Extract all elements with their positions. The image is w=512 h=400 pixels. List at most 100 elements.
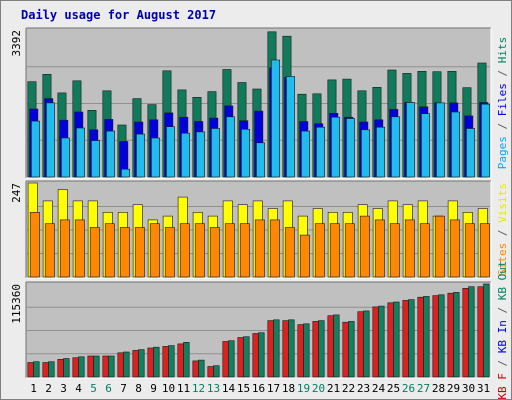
day-label-8: 8	[135, 382, 142, 395]
pages-bar-day-28	[436, 102, 445, 178]
day-label-14: 14	[222, 382, 236, 395]
kb-out-bar-day-20	[318, 320, 325, 378]
kb-out-bar-day-2	[48, 361, 55, 378]
day-label-2: 2	[45, 382, 52, 395]
sites-bar-day-11	[179, 223, 190, 278]
day-label-29: 29	[447, 382, 460, 395]
kb-f-bar-day-26	[402, 300, 409, 378]
kb-out-bar-day-31	[483, 283, 490, 378]
kb-f-bar-day-28	[432, 295, 439, 378]
sites-bar-day-6	[104, 223, 115, 278]
pages-bar-day-5	[91, 140, 101, 178]
pages-bar-day-7	[121, 168, 131, 178]
top-side-legend: Pages / Files / Hits	[496, 37, 509, 170]
pages-bar-day-19	[301, 130, 310, 178]
pages-bar-day-18	[286, 76, 295, 178]
sites-bar-day-12	[194, 223, 205, 278]
sites-bar-day-25	[389, 223, 400, 278]
kb-out-bar-day-22	[348, 321, 355, 378]
pages-bar-day-6	[106, 130, 116, 178]
pages-bar-day-29	[451, 111, 460, 178]
sites-bar-day-18	[284, 227, 295, 278]
sites-bar-day-8	[134, 227, 145, 278]
bottom-max-value-label: 115360	[10, 284, 23, 324]
kb-out-bar-day-11	[183, 341, 190, 378]
pages-bar-day-12	[196, 131, 205, 178]
kb-out-bar-day-8	[138, 349, 145, 378]
day-label-23: 23	[357, 382, 370, 395]
middle-panel: 247 Sites / Visits	[10, 180, 509, 279]
kb-out-bar-day-18	[288, 319, 295, 378]
pages-bar-day-15	[241, 129, 250, 178]
kb-f-bar-day-12	[192, 360, 199, 378]
sites-bar-day-10	[164, 227, 175, 278]
legend-entry: Visits	[496, 183, 509, 223]
pages-bar-day-13	[211, 128, 220, 178]
legend-entry: /	[496, 300, 509, 320]
pages-bar-day-20	[316, 126, 325, 178]
pages-bar-day-31	[481, 103, 490, 178]
kb-out-bar-day-23	[363, 310, 370, 378]
day-label-20: 20	[312, 382, 325, 395]
chart-title: Daily usage for August 2017	[21, 8, 217, 22]
kb-out-bar-day-6	[108, 355, 115, 378]
kb-f-bar-day-23	[357, 311, 364, 378]
pages-bar-day-24	[376, 126, 385, 178]
day-label-27: 27	[417, 382, 430, 395]
pages-bar-day-8	[136, 133, 145, 178]
kb-f-bar-day-17	[267, 320, 274, 378]
legend-entry: /	[496, 116, 509, 136]
sites-bar-day-19	[299, 234, 310, 278]
kb-out-bar-day-21	[333, 314, 340, 378]
kb-out-bar-day-16	[258, 332, 265, 378]
pages-bar-day-22	[346, 118, 355, 178]
day-label-13: 13	[207, 382, 220, 395]
day-label-12: 12	[192, 382, 205, 395]
pages-bar-day-23	[361, 129, 370, 178]
kb-out-bar-day-5	[93, 355, 100, 378]
kb-out-bar-day-19	[303, 323, 310, 378]
day-label-15: 15	[237, 382, 250, 395]
day-label-6: 6	[105, 382, 112, 395]
pages-bar-day-3	[61, 137, 71, 178]
kb-out-bar-day-3	[63, 358, 70, 378]
kb-f-bar-day-6	[102, 355, 109, 378]
kb-f-bar-day-25	[387, 302, 394, 378]
kb-f-bar-day-20	[312, 321, 319, 378]
sites-bar-day-23	[359, 215, 370, 278]
day-label-10: 10	[162, 382, 175, 395]
kb-out-bar-day-24	[378, 305, 385, 378]
day-label-24: 24	[372, 382, 386, 395]
kb-out-bar-day-4	[78, 356, 85, 378]
kb-f-bar-day-16	[252, 333, 259, 378]
pages-bar-day-1	[31, 120, 40, 178]
sites-bar-day-2	[44, 223, 55, 278]
sites-bar-day-29	[449, 219, 460, 278]
pages-bar-day-10	[166, 126, 175, 178]
pages-bar-day-25	[391, 116, 400, 178]
kb-f-bar-day-11	[177, 343, 184, 378]
top-panel: 3392 Pages / Files / Hits	[10, 27, 509, 179]
top-max-value-label: 3392	[10, 30, 23, 57]
legend-entry: /	[496, 63, 509, 83]
kb-out-bar-day-25	[393, 301, 400, 378]
legend-entry: Pages	[496, 136, 509, 169]
sites-bar-day-3	[59, 219, 70, 278]
day-label-16: 16	[252, 382, 265, 395]
kb-out-bar-day-7	[123, 351, 130, 378]
sites-bar-day-24	[374, 219, 385, 278]
bottom-side-legend: KB F / KB In / KB Out	[496, 260, 509, 399]
kb-f-bar-day-7	[117, 352, 124, 378]
sites-bar-day-5	[89, 227, 100, 278]
day-label-17: 17	[267, 382, 280, 395]
sites-bar-day-9	[149, 223, 160, 278]
legend-entry: Sites	[496, 243, 509, 276]
kb-f-bar-day-24	[372, 306, 379, 378]
kb-out-bar-day-15	[243, 336, 250, 378]
kb-out-bar-day-29	[453, 292, 460, 378]
kb-f-bar-day-5	[87, 355, 94, 378]
bottom-panel: 115360 KB F / KB In / KB Out	[10, 260, 509, 399]
pages-bar-day-4	[76, 127, 86, 178]
